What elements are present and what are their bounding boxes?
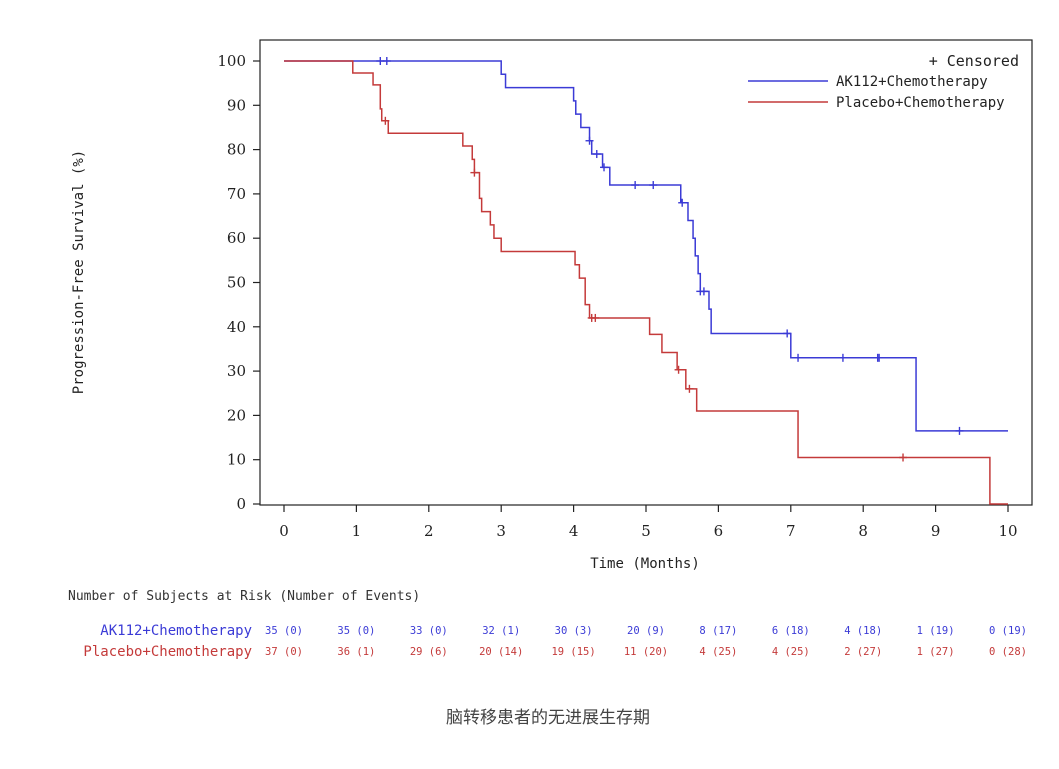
x-tick-label: 6: [714, 522, 724, 540]
y-tick-label: 40: [227, 318, 246, 336]
censor-mark-placebo: [470, 168, 479, 177]
censor-mark-ak112: [649, 181, 658, 190]
censor-mark-ak112: [699, 287, 708, 296]
risk-cell: 35 (0): [265, 625, 303, 637]
risk-cell: 32 (1): [482, 625, 520, 637]
x-tick-label: 5: [641, 522, 651, 540]
risk-row-label-ak112: AK112+Chemotherapy: [100, 623, 252, 639]
censor-mark-placebo: [591, 313, 600, 322]
risk-table-title: Number of Subjects at Risk (Number of Ev…: [68, 589, 420, 604]
risk-cell: 4 (25): [699, 646, 737, 658]
y-axis: 0 10 20 30 40 50 60 70 80 90 100: [217, 52, 260, 513]
y-tick-label: 30: [227, 362, 246, 380]
risk-cell: 37 (0): [265, 646, 303, 658]
series-line-ak112: [284, 60, 1008, 432]
legend-label-placebo: Placebo+Chemotherapy: [836, 95, 1005, 111]
y-tick-label: 60: [227, 229, 246, 247]
censor-mark-placebo: [685, 384, 694, 393]
censor-mark-ak112: [592, 150, 601, 159]
x-axis-title: Time (Months): [590, 556, 700, 572]
censor-mark-ak112: [955, 426, 964, 435]
x-axis: 0 1 2 3 4 5 6 7 8 9 10: [279, 505, 1018, 540]
x-tick-label: 1: [352, 522, 362, 540]
risk-cell: 33 (0): [410, 625, 448, 637]
risk-cell: 1 (19): [917, 625, 955, 637]
figure-caption: 脑转移患者的无进展生存期: [446, 708, 650, 728]
risk-cell: 1 (27): [917, 646, 955, 658]
y-tick-label: 100: [217, 52, 246, 70]
risk-cell: 29 (6): [410, 646, 448, 658]
risk-cell: 11 (20): [624, 646, 668, 658]
x-tick-label: 2: [424, 522, 434, 540]
risk-cell: 20 (9): [627, 625, 665, 637]
y-tick-label: 50: [227, 274, 246, 292]
x-tick-label: 0: [279, 522, 289, 540]
censor-mark-ak112: [600, 163, 609, 172]
risk-cell: 2 (27): [844, 646, 882, 658]
risk-cell: 8 (17): [699, 625, 737, 637]
censor-mark-ak112: [585, 136, 594, 145]
risk-cell: 20 (14): [479, 646, 523, 658]
risk-cell: 30 (3): [555, 625, 593, 637]
y-tick-label: 90: [227, 96, 246, 114]
risk-row-label-placebo: Placebo+Chemotherapy: [83, 644, 252, 660]
y-tick-label: 70: [227, 185, 246, 203]
risk-cells: 35 (0) 35 (0) 33 (0) 32 (1) 30 (3) 20 (9) 8 (1…: [265, 625, 1027, 658]
censor-mark-placebo: [899, 453, 908, 462]
series-layer: [284, 57, 1008, 505]
y-tick-label: 20: [227, 406, 246, 424]
y-tick-label: 80: [227, 141, 246, 159]
risk-cell: 35 (0): [337, 625, 375, 637]
censor-mark-ak112: [678, 198, 687, 207]
x-tick-label: 7: [786, 522, 796, 540]
censor-mark-ak112: [382, 57, 391, 65]
legend: + Censored AK112+Chemotherapy Placebo+Ch…: [748, 52, 1019, 111]
x-tick-label: 3: [496, 522, 506, 540]
risk-table: Number of Subjects at Risk (Number of Ev…: [68, 589, 1027, 660]
censor-mark-ak112: [631, 181, 640, 190]
x-tick-label: 10: [998, 522, 1017, 540]
risk-cell: 0 (19): [989, 625, 1027, 637]
censor-mark-ak112: [875, 353, 884, 362]
risk-cell: 0 (28): [989, 646, 1027, 658]
censor-mark-placebo: [674, 365, 683, 374]
risk-cell: 4 (25): [772, 646, 810, 658]
censor-mark-ak112: [783, 329, 792, 338]
x-tick-label: 9: [931, 522, 941, 540]
y-axis-title: Progression-Free Survival (%): [71, 150, 87, 394]
y-tick-label: 0: [236, 495, 246, 513]
y-tick-label: 10: [227, 451, 246, 469]
risk-cell: 6 (18): [772, 625, 810, 637]
risk-cell: 36 (1): [337, 646, 375, 658]
risk-cell: 19 (15): [551, 646, 595, 658]
censor-mark-ak112: [794, 353, 803, 362]
series-line-placebo: [284, 60, 1008, 505]
x-tick-label: 8: [858, 522, 868, 540]
legend-label-ak112: AK112+Chemotherapy: [836, 74, 988, 90]
censor-mark-ak112: [838, 353, 847, 362]
censored-legend-label: + Censored: [929, 52, 1019, 70]
risk-cell: 4 (18): [844, 625, 882, 637]
censor-mark-placebo: [381, 116, 390, 125]
x-tick-label: 4: [569, 522, 579, 540]
